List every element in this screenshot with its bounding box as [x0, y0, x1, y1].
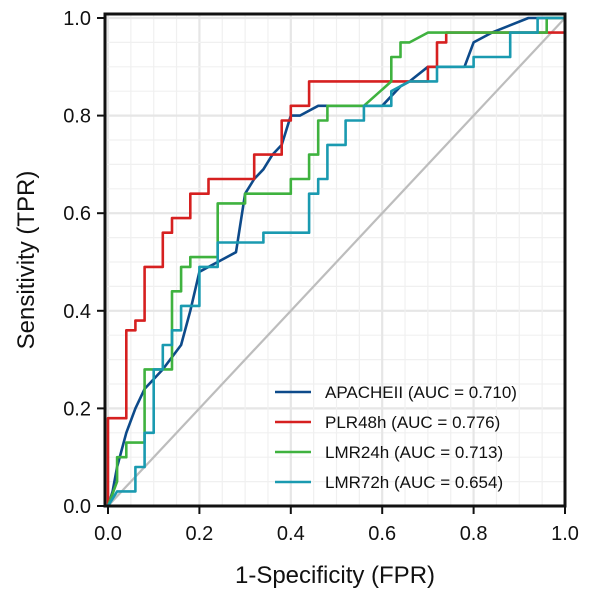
series-lines: [106, 16, 567, 508]
y-tick-label: 0.4: [63, 301, 91, 323]
y-tick-label: 1.0: [63, 8, 91, 30]
x-tick-label: 1.0: [551, 523, 579, 545]
series-line-lmr72h: [106, 16, 567, 508]
legend-label-lmr24h: LMR24h (AUC = 0.713): [325, 443, 503, 462]
x-tick-label: 0.6: [368, 523, 396, 545]
x-axis-ticks: 0.0 0.2 0.4 0.6 0.8 1.0: [94, 506, 579, 545]
x-tick-label: 0.4: [277, 523, 305, 545]
y-tick-label: 0.6: [63, 203, 91, 225]
legend-label-apacheii: APACHEII (AUC = 0.710): [325, 383, 517, 402]
y-tick-label: 0.2: [63, 398, 91, 420]
y-axis-title: Sensitivity (TPR): [13, 171, 40, 350]
legend-label-plr48h: PLR48h (AUC = 0.776): [325, 413, 500, 432]
x-axis-title: 1-Specificity (FPR): [235, 562, 435, 589]
y-tick-label: 0.0: [63, 496, 91, 518]
series-line-lmr24h: [106, 16, 567, 508]
x-tick-label: 0.0: [94, 523, 122, 545]
series-line-plr48h: [106, 16, 567, 508]
y-tick-label: 0.8: [63, 106, 91, 128]
reference-diagonal-line: [107, 17, 566, 507]
x-tick-label: 0.8: [460, 523, 488, 545]
legend: APACHEII (AUC = 0.710) PLR48h (AUC = 0.77…: [275, 383, 517, 492]
grid: [105, 14, 567, 508]
legend-label-lmr72h: LMR72h (AUC = 0.654): [325, 473, 503, 492]
x-tick-label: 0.2: [185, 523, 213, 545]
y-axis-ticks: 0.0 0.2 0.4 0.6 0.8 1.0: [63, 8, 105, 518]
plot-frame: [103, 12, 567, 508]
